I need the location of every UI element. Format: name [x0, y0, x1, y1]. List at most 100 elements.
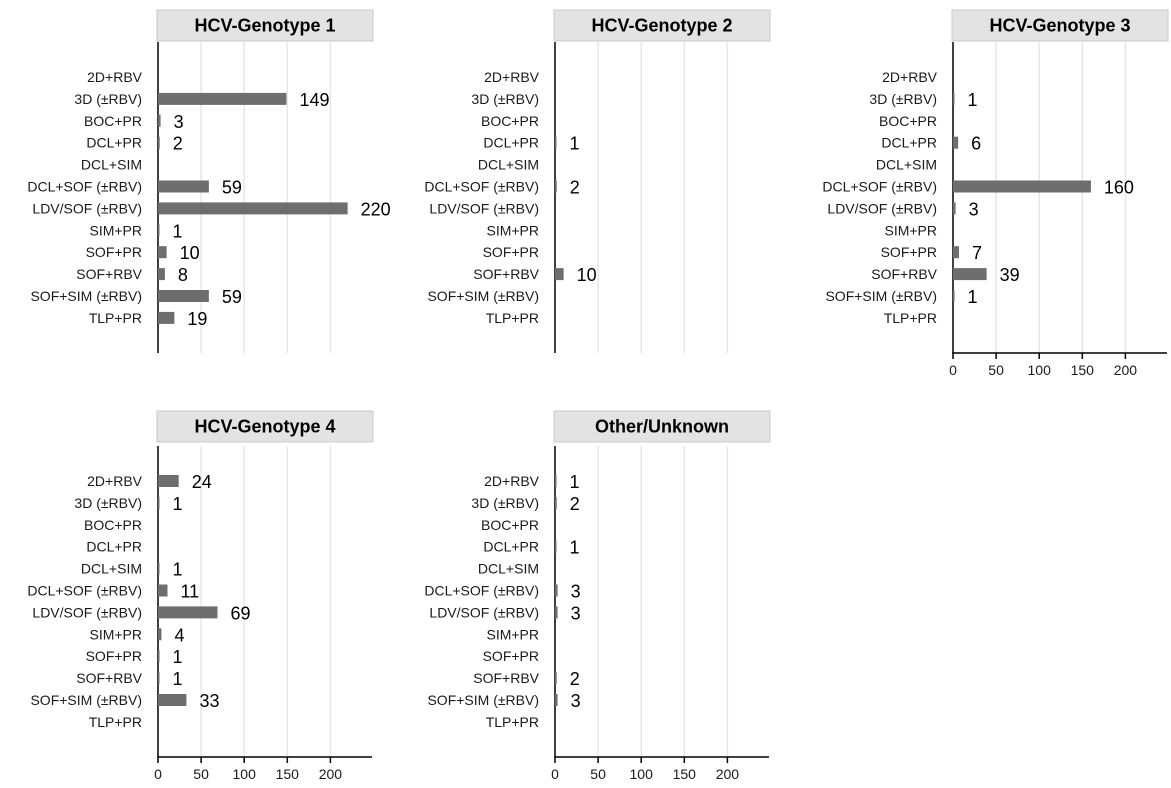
bar	[555, 475, 557, 487]
bar	[158, 694, 187, 706]
data-label: 6	[971, 134, 981, 154]
category-label: DCL+SIM	[81, 157, 142, 173]
x-tick-label: 0	[551, 766, 559, 782]
bar	[953, 136, 959, 149]
bar	[158, 136, 160, 149]
x-tick-label: 100	[630, 766, 654, 782]
bar	[158, 311, 175, 324]
data-label: 2	[570, 178, 580, 198]
category-label: DCL+SIM	[876, 157, 937, 173]
data-label: 8	[178, 265, 188, 285]
bar	[158, 268, 165, 281]
category-label: DCL+PR	[483, 539, 539, 555]
category-label: DCL+SOF (±RBV)	[27, 179, 142, 195]
category-label: 2D+RBV	[484, 69, 540, 85]
category-label: 3D (±RBV)	[471, 495, 539, 511]
category-label: BOC+PR	[481, 113, 539, 129]
category-label: SIM+PR	[486, 626, 539, 642]
category-label: LDV/SOF (±RBV)	[32, 200, 142, 216]
category-label: TLP+PR	[486, 714, 539, 730]
x-tick-label: 0	[154, 766, 162, 782]
bar	[158, 475, 179, 487]
data-label: 19	[187, 309, 207, 329]
bar	[953, 202, 956, 215]
category-label: 2D+RBV	[87, 473, 143, 489]
bar	[555, 136, 557, 149]
category-label: SOF+PR	[483, 244, 539, 260]
bar	[555, 672, 557, 685]
bar	[953, 290, 955, 302]
bar	[555, 606, 558, 619]
data-label: 10	[577, 265, 597, 285]
data-label: 2	[173, 134, 183, 154]
category-label: 2D+RBV	[87, 69, 143, 85]
panel-title: HCV-Genotype 4	[194, 417, 335, 437]
bar	[158, 246, 167, 259]
category-label: SOF+PR	[483, 648, 539, 664]
bar	[953, 92, 955, 105]
data-label: 59	[222, 178, 242, 198]
category-label: SOF+RBV	[76, 670, 142, 686]
data-label: 4	[174, 625, 184, 645]
bar	[158, 92, 287, 105]
category-label: LDV/SOF (±RBV)	[429, 604, 539, 620]
x-tick-label: 0	[949, 362, 957, 378]
bar	[158, 650, 160, 663]
category-label: SOF+PR	[881, 244, 937, 260]
panel-title: HCV-Genotype 1	[194, 16, 335, 36]
category-label: SOF+RBV	[871, 266, 937, 282]
category-label: DCL+SIM	[478, 561, 539, 577]
category-label: SIM+PR	[89, 626, 142, 642]
data-label: 39	[1000, 265, 1020, 285]
category-label: DCL+PR	[881, 135, 937, 151]
x-tick-label: 150	[1071, 362, 1095, 378]
x-tick-label: 150	[673, 766, 697, 782]
category-label: DCL+PR	[86, 135, 142, 151]
category-label: BOC+PR	[879, 113, 937, 129]
category-label: SOF+RBV	[473, 266, 539, 282]
x-tick-label: 200	[319, 766, 343, 782]
data-label: 1	[173, 560, 183, 580]
category-label: SIM+PR	[486, 222, 539, 238]
bar	[158, 180, 209, 193]
data-label: 33	[199, 691, 219, 711]
data-label: 59	[222, 287, 242, 307]
x-tick-label: 50	[590, 766, 606, 782]
data-label: 1	[968, 90, 978, 110]
data-label: 3	[571, 691, 581, 711]
bar	[555, 180, 557, 193]
category-label: BOC+PR	[481, 517, 539, 533]
x-tick-label: 100	[1028, 362, 1052, 378]
category-label: DCL+SOF (±RBV)	[424, 583, 539, 599]
data-label: 1	[570, 538, 580, 558]
bar	[555, 268, 564, 281]
data-label: 3	[969, 199, 979, 219]
category-label: DCL+SOF (±RBV)	[27, 583, 142, 599]
category-label: SOF+SIM (±RBV)	[427, 288, 539, 304]
panel-title-strip	[553, 9, 771, 42]
bar	[158, 202, 348, 215]
bar	[158, 672, 160, 685]
bar	[158, 290, 209, 302]
bar	[555, 540, 557, 553]
data-label: 1	[173, 221, 183, 241]
x-tick-label: 150	[276, 766, 300, 782]
data-label: 7	[972, 243, 982, 263]
category-label: SOF+PR	[86, 244, 142, 260]
category-label: DCL+SIM	[478, 157, 539, 173]
category-label: 2D+RBV	[882, 69, 938, 85]
category-label: TLP+PR	[486, 310, 539, 326]
category-label: TLP+PR	[89, 714, 142, 730]
category-label: LDV/SOF (±RBV)	[827, 200, 937, 216]
bar	[953, 180, 1091, 193]
category-label: DCL+SOF (±RBV)	[822, 179, 937, 195]
data-label: 1	[570, 472, 580, 492]
panel-title-strip	[553, 410, 771, 443]
panel-title: HCV-Genotype 3	[989, 16, 1130, 36]
category-label: 3D (±RBV)	[869, 91, 937, 107]
category-label: SIM+PR	[89, 222, 142, 238]
x-tick-label: 50	[988, 362, 1004, 378]
category-label: SOF+PR	[86, 648, 142, 664]
category-label: SOF+SIM (±RBV)	[30, 692, 142, 708]
